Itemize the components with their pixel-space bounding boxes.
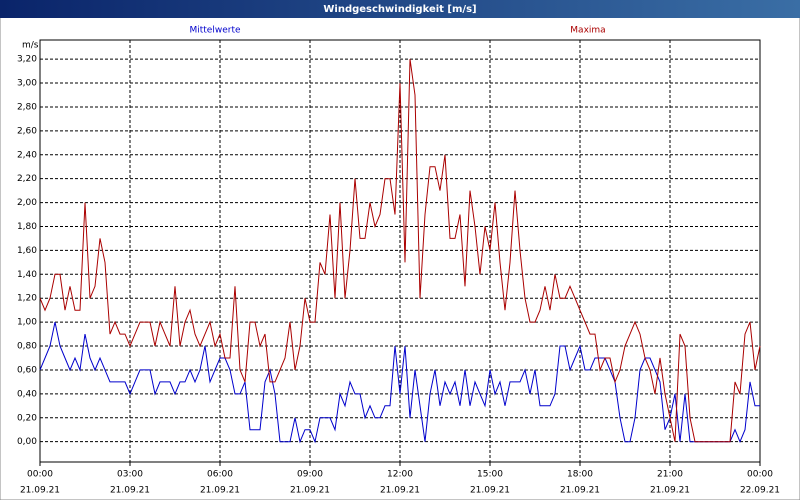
x-tick-label: 00:00 xyxy=(27,470,53,480)
y-tick-label: 3,00 xyxy=(17,79,37,89)
x-tick-date: 21.09.21 xyxy=(380,486,420,496)
y-tick-label: 0,40 xyxy=(17,389,37,399)
title-bar xyxy=(0,0,800,18)
y-tick-label: 0,20 xyxy=(17,413,37,423)
data-line xyxy=(39,321,760,444)
x-tick-label: 09:00 xyxy=(297,470,323,480)
y-tick-label: 2,40 xyxy=(17,150,37,160)
y-tick-label: 2,00 xyxy=(17,198,37,208)
x-tick-date: 21.09.21 xyxy=(200,486,240,496)
y-tick-label: 0,00 xyxy=(17,437,37,447)
y-tick-label: 1,40 xyxy=(17,270,37,280)
x-tick-label: 15:00 xyxy=(477,470,503,480)
y-tick-label: 2,80 xyxy=(17,102,37,112)
y-tick-label: 0,60 xyxy=(17,365,37,375)
x-tick-label: 00:00 xyxy=(747,470,773,480)
y-tick-label: 1,00 xyxy=(17,318,37,328)
x-tick-date: 21.09.21 xyxy=(290,486,330,496)
y-tick-label: 3,20 xyxy=(17,55,37,65)
x-tick-label: 18:00 xyxy=(567,470,593,480)
x-tick-date: 21.09.21 xyxy=(110,486,150,496)
chart-title: Windgeschwindigkeit [m/s] xyxy=(323,4,476,15)
x-tick-label: 03:00 xyxy=(117,470,143,480)
y-tick-label: 2,20 xyxy=(17,174,37,184)
x-tick-label: 12:00 xyxy=(387,470,413,480)
y-tick-label: 0,80 xyxy=(17,342,37,352)
legend-entry: Maxima xyxy=(570,26,605,36)
y-tick-label: 1,20 xyxy=(17,294,37,304)
y-tick-label: 1,80 xyxy=(17,222,37,232)
y-axis-label: m/s xyxy=(22,41,39,51)
y-tick-label: 2,60 xyxy=(17,126,37,136)
x-tick-label: 06:00 xyxy=(207,470,233,480)
x-tick-date: 21.09.21 xyxy=(20,486,60,496)
x-tick-date: 21.09.21 xyxy=(560,486,600,496)
data-line xyxy=(39,59,761,443)
x-tick-date: 21.09.21 xyxy=(650,486,690,496)
legend-entry: Mittelwerte xyxy=(189,26,240,36)
x-tick-label: 21:00 xyxy=(657,470,683,480)
y-tick-label: 1,60 xyxy=(17,246,37,256)
x-tick-date: 21.09.21 xyxy=(470,486,510,496)
x-tick-date: 22.09.21 xyxy=(740,486,780,496)
